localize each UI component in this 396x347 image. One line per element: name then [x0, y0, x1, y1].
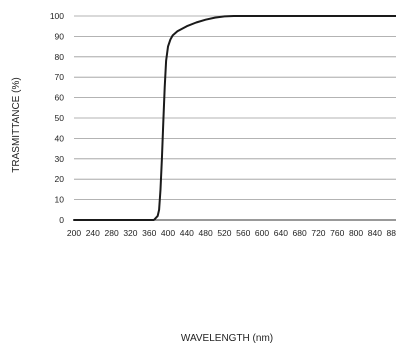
y-tick-label: 70	[55, 72, 65, 82]
y-tick-label: 80	[55, 52, 65, 62]
y-tick-label: 40	[55, 133, 65, 143]
x-tick-label: 360	[142, 228, 156, 238]
series-line	[73, 15, 396, 221]
x-tick-label: 640	[274, 228, 288, 238]
y-tick-labels: 0 10 20 30 40 50 60 70 80 90 100	[50, 11, 64, 225]
x-tick-label: 400	[161, 228, 175, 238]
x-tick-labels: 200 240 280 320 360 400 440 480 520 560 600 640 680 7…	[67, 228, 396, 238]
x-tick-label: 880	[387, 228, 396, 238]
x-tick-label: 840	[368, 228, 382, 238]
y-tick-label: 90	[55, 31, 65, 41]
x-tick-label: 560	[236, 228, 250, 238]
x-tick-label: 480	[199, 228, 213, 238]
x-tick-label: 240	[86, 228, 100, 238]
y-tick-label: 50	[55, 113, 65, 123]
x-tick-label: 760	[330, 228, 344, 238]
x-tick-label: 800	[349, 228, 363, 238]
x-tick-label: 680	[293, 228, 307, 238]
x-tick-label: 200	[67, 228, 81, 238]
y-tick-label: 10	[55, 195, 65, 205]
gridlines	[74, 15, 396, 201]
x-tick-label: 720	[311, 228, 325, 238]
y-tick-label: 100	[50, 11, 64, 21]
x-tick-label: 280	[105, 228, 119, 238]
x-tick-label: 520	[217, 228, 231, 238]
y-axis-title: TRASMITTANCE (%)	[11, 77, 22, 172]
y-tick-label: 60	[55, 93, 65, 103]
x-tick-label: 320	[123, 228, 137, 238]
x-tick-label: 440	[180, 228, 194, 238]
y-tick-label: 30	[55, 154, 65, 164]
y-tick-label: 20	[55, 174, 65, 184]
x-tick-label: 600	[255, 228, 269, 238]
x-axis-title: WAVELENGTH (nm)	[181, 333, 273, 344]
series-lines	[73, 15, 396, 221]
y-tick-label: 0	[59, 215, 64, 225]
